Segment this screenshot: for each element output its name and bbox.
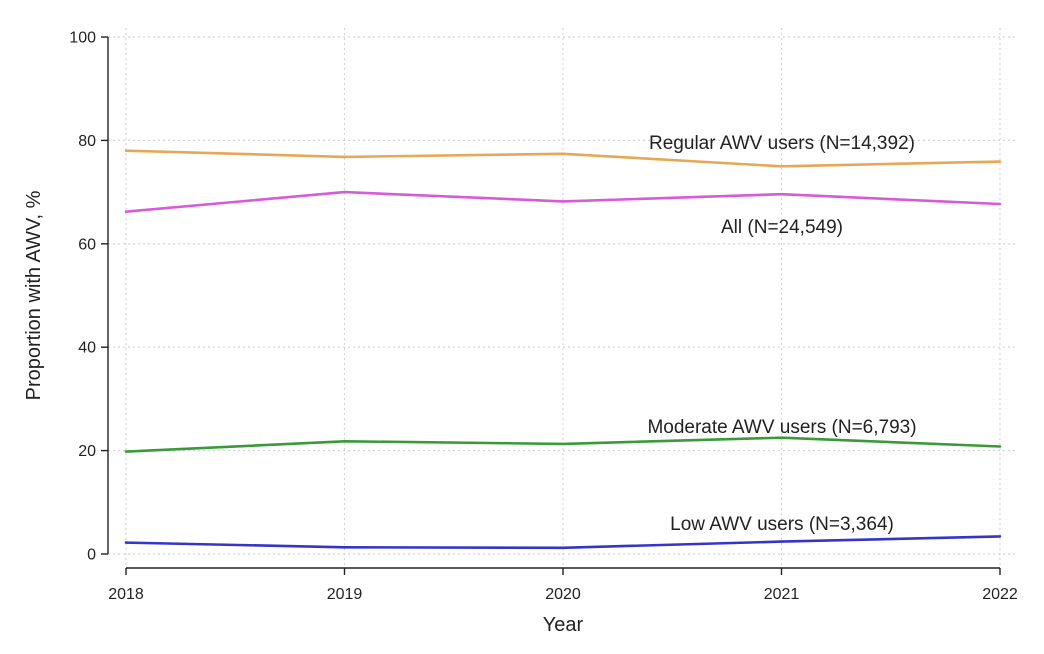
y-axis-title: Proportion with AWV, %	[23, 190, 45, 400]
series-label: Low AWV users (N=3,364)	[670, 514, 894, 535]
series-label: Moderate AWV users (N=6,793)	[647, 417, 916, 438]
y-tick-label: 40	[78, 340, 96, 357]
x-tick-label: 2018	[108, 586, 144, 603]
axes	[107, 37, 1000, 569]
series-label: Regular AWV users (N=14,392)	[649, 133, 915, 154]
y-ticks: 0 20 40 60 80 100	[69, 30, 108, 564]
x-tick-label: 2022	[982, 586, 1018, 603]
series-line	[124, 149, 1002, 168]
x-tick-label: 2021	[764, 586, 800, 603]
y-tick-label: 80	[78, 133, 96, 150]
y-tick-label: 100	[69, 30, 96, 47]
x-axis-title: Year	[543, 614, 584, 636]
grid	[108, 28, 1018, 568]
series-line	[124, 436, 1002, 453]
y-tick-label: 20	[78, 443, 96, 460]
x-tick-label: 2020	[545, 586, 581, 603]
series-labels: Regular AWV users (N=14,392) All (N=24,54…	[647, 133, 916, 535]
series-lines	[124, 149, 1002, 550]
y-tick-label: 60	[78, 236, 96, 253]
y-tick-label: 0	[87, 547, 96, 564]
x-tick-label: 2019	[327, 586, 363, 603]
x-ticks: 2018 2019 2020 2021 2022	[108, 568, 1018, 603]
series-label: All (N=24,549)	[721, 217, 843, 238]
